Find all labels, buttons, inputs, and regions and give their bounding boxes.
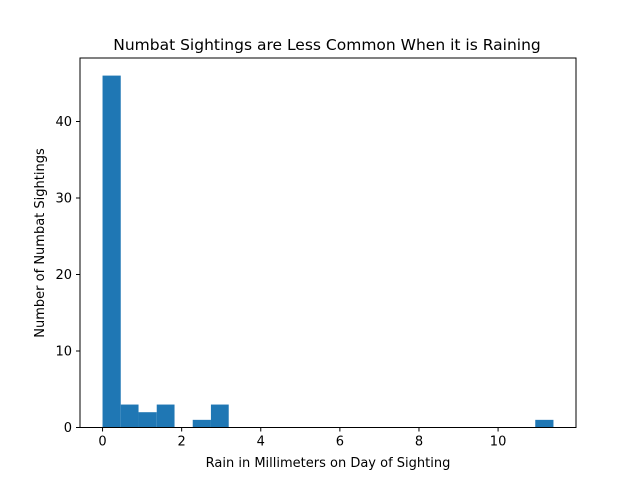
histogram-bar-24: [535, 419, 554, 428]
y-tick-label: 30: [55, 191, 72, 206]
x-tick-label: 10: [490, 435, 507, 450]
histogram-bar-5: [192, 419, 211, 428]
x-tick-label: 8: [415, 435, 423, 450]
y-tick-label: 20: [55, 268, 72, 283]
y-tick-label: 10: [55, 344, 72, 359]
y-axis-label: Number of Numbat Sightings: [33, 148, 48, 338]
x-axis-ticks: 0 2 4 6 8 10: [98, 427, 507, 450]
x-tick-label: 6: [336, 435, 344, 450]
x-tick-label: 2: [178, 435, 186, 450]
histogram-bar-2: [138, 412, 157, 428]
y-tick-label: 0: [64, 421, 72, 436]
x-tick-label: 4: [257, 435, 265, 450]
histogram-bar-0: [102, 75, 121, 428]
chart-title: Numbat Sightings are Less Common When it…: [113, 36, 541, 54]
axes-frame: [79, 57, 577, 428]
histogram-bar-6: [210, 404, 229, 428]
bars-layer: [102, 75, 554, 428]
histogram-bar-1: [120, 404, 139, 428]
histogram-bar-3: [156, 404, 175, 428]
x-tick-label: 0: [98, 435, 106, 450]
y-axis-ticks: 0 10 20 30 40: [55, 115, 80, 436]
x-axis-label: Rain in Millimeters on Day of Sighting: [206, 456, 451, 471]
y-tick-label: 40: [55, 115, 72, 130]
